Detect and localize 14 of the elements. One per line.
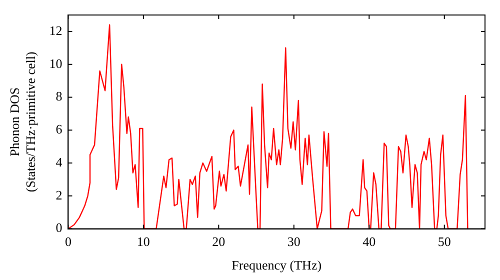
y-tick-label: 12 [49, 22, 62, 38]
x-tick-label: 10 [136, 234, 150, 250]
x-axis-title: Frequency (THz) [232, 258, 322, 273]
x-tick-label: 20 [212, 234, 226, 250]
y-tick-label: 8 [56, 88, 62, 104]
y-tick-label: 2 [56, 187, 62, 202]
x-tick-label: 50 [438, 234, 451, 250]
x-tick-label: 30 [287, 234, 300, 250]
x-tick-label: 40 [362, 234, 376, 250]
y-tick-label: 6 [56, 122, 63, 137]
y-axis-title: Phonon DOS (States/THz·primitive cell) [7, 52, 38, 192]
y-tick-label: 10 [49, 56, 62, 71]
y-tick-label: 0 [56, 220, 62, 236]
y-tick-label: 4 [56, 154, 63, 170]
